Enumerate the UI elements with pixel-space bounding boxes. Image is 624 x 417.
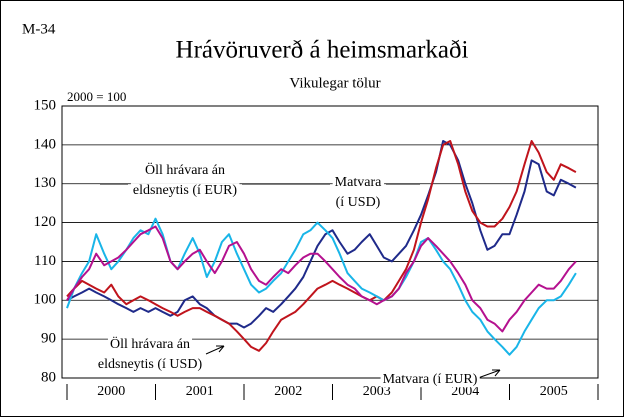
- series-label: Öll hrávara án: [110, 335, 190, 352]
- y-tick-label: 90: [41, 331, 56, 347]
- y-tick-label: 120: [34, 214, 57, 230]
- label-background: [333, 195, 383, 211]
- y-tick-label: 80: [41, 369, 56, 385]
- series-line: [66, 140, 577, 352]
- y-tick-label: 100: [34, 292, 57, 308]
- label-background: [107, 335, 193, 353]
- y-tick-label: 140: [34, 136, 57, 152]
- label-background: [130, 183, 240, 199]
- label-background: [142, 161, 228, 179]
- y-axis-label: 2000 = 100: [67, 89, 126, 104]
- label-background: [95, 357, 205, 373]
- y-tick-label: 150: [34, 97, 57, 113]
- series-label: eldsneytis (í USD): [98, 357, 203, 372]
- chart-title: Hrávöruverð á heimsmarkaði: [176, 37, 469, 64]
- label-background: [380, 372, 480, 388]
- chart-subtitle: Vikulegar tölur: [289, 75, 380, 91]
- series-label: Matvara: [335, 175, 382, 190]
- series-label: (í USD): [336, 195, 381, 210]
- x-tick-label: 2002: [274, 384, 302, 399]
- series-line: [66, 217, 577, 356]
- series-label: Öll hrávara án: [145, 161, 225, 178]
- x-tick-label: 2005: [540, 384, 568, 399]
- label-background: [332, 175, 385, 191]
- series-label: eldsneytis (í EUR): [133, 183, 238, 198]
- y-tick-label: 110: [34, 253, 56, 269]
- series-line: [66, 140, 577, 329]
- x-tick-label: 2004: [451, 384, 479, 399]
- figure-label: M-34: [22, 21, 56, 37]
- x-tick-label: 2000: [97, 384, 125, 399]
- x-tick-label: 2001: [186, 384, 214, 399]
- series-line: [66, 225, 577, 333]
- series-label: Matvara (í EUR): [383, 372, 478, 387]
- x-tick-label: 2003: [363, 384, 391, 399]
- y-tick-label: 130: [34, 175, 57, 191]
